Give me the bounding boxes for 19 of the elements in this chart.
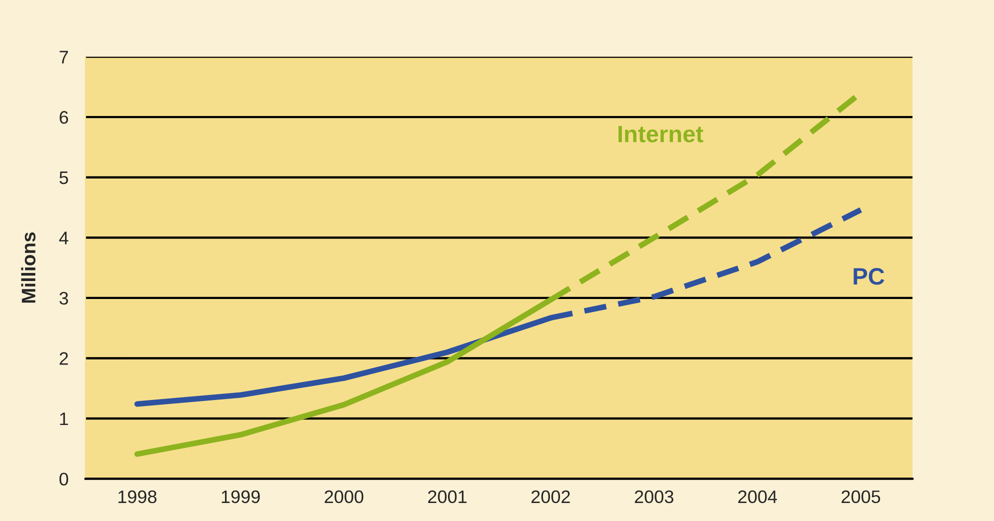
x-tick-label: 2003 (634, 490, 674, 504)
y-axis-title: Millions (21, 232, 36, 303)
x-tick-label: 2001 (428, 490, 467, 504)
y-tick-label: 5 (60, 171, 68, 184)
y-tick-label: 3 (59, 292, 68, 305)
x-tick-label: 1999 (222, 490, 260, 504)
x-tick-label: 2002 (532, 490, 570, 504)
y-tick-label: 0 (59, 472, 68, 486)
y-tick-label: 2 (60, 352, 68, 365)
x-tick-label: 2004 (738, 490, 777, 504)
text: PC (854, 268, 884, 285)
y-tick-label: 6 (60, 111, 68, 124)
y-tick-label: 7 (60, 50, 68, 64)
x-tick-label: 2005 (842, 490, 880, 504)
x-tick-label: 2000 (324, 490, 364, 504)
y-tick-label: 4 (59, 232, 68, 244)
y-tick-label: 1 (60, 412, 68, 426)
text: Internet (618, 126, 704, 142)
x-tick-label: 1998 (118, 490, 156, 504)
